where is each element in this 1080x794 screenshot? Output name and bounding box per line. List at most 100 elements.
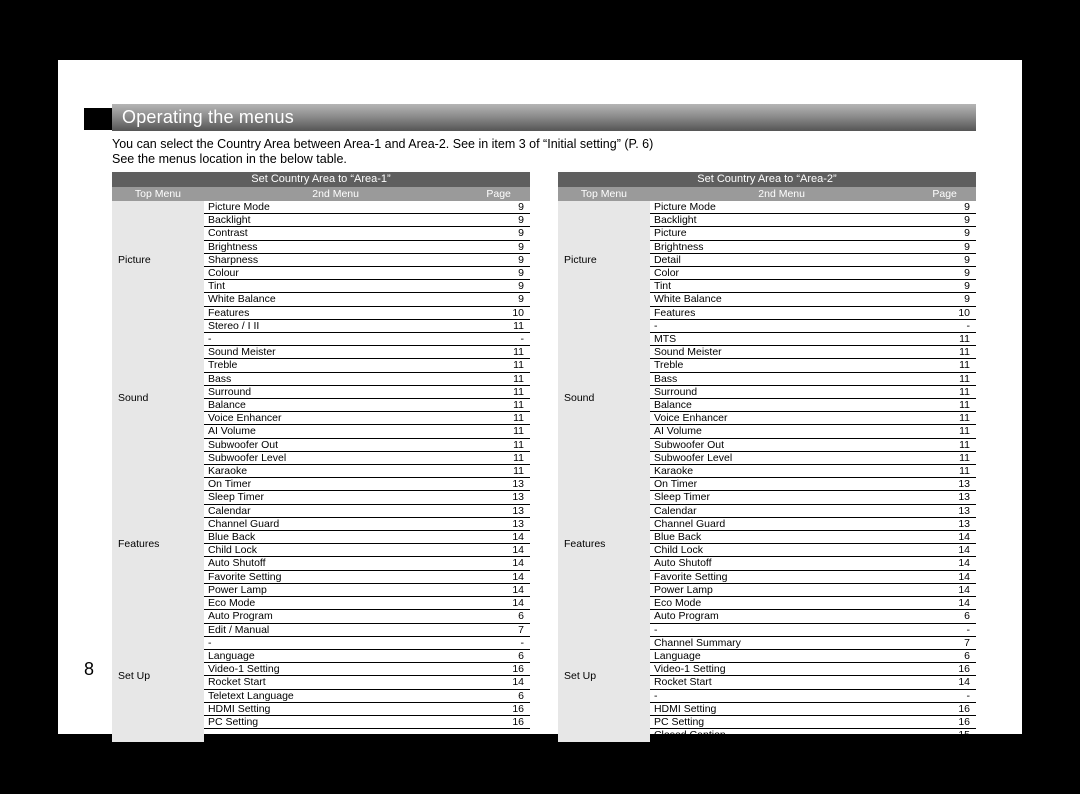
page-cell: 11 (467, 359, 530, 372)
page-cell: - (913, 623, 976, 636)
page-cell: 11 (467, 425, 530, 438)
col-header: Top Menu (112, 187, 204, 201)
side-tab (84, 108, 112, 130)
top-menu-cell: Features (558, 478, 650, 610)
second-menu-cell: Subwoofer Out (204, 438, 467, 451)
page-cell: 11 (467, 451, 530, 464)
page-cell: 14 (913, 544, 976, 557)
page-cell: 11 (467, 319, 530, 332)
page-cell: 13 (467, 504, 530, 517)
table-row: Set UpAuto Program6 (112, 610, 530, 623)
second-menu-cell: Backlight (650, 214, 913, 227)
second-menu-cell: Brightness (204, 240, 467, 253)
second-menu-cell: Picture Mode (204, 201, 467, 214)
second-menu-cell: Calendar (204, 504, 467, 517)
page-cell: - (467, 636, 530, 649)
page-cell: - (467, 729, 530, 742)
second-menu-cell: Subwoofer Out (650, 438, 913, 451)
table-row: PicturePicture Mode9 (558, 201, 976, 214)
page-cell: 7 (467, 623, 530, 636)
intro-line-2: See the menus location in the below tabl… (112, 152, 653, 167)
page-cell: 14 (913, 583, 976, 596)
second-menu-cell: Calendar (650, 504, 913, 517)
page-cell: 14 (467, 531, 530, 544)
section-heading: Operating the menus (112, 104, 976, 131)
col-header: Page (913, 187, 976, 201)
page-cell: 6 (913, 610, 976, 623)
second-menu-cell: Balance (650, 399, 913, 412)
second-menu-cell: Channel Guard (650, 517, 913, 530)
page-cell: 9 (913, 227, 976, 240)
menu-table-area-1: Set Country Area to “Area-1”Top Menu2nd … (112, 172, 530, 742)
second-menu-cell: Auto Shutoff (204, 557, 467, 570)
second-menu-cell: Treble (204, 359, 467, 372)
second-menu-cell: PC Setting (204, 715, 467, 728)
page-cell: 14 (467, 570, 530, 583)
second-menu-cell: Treble (650, 359, 913, 372)
page-cell: - (913, 319, 976, 332)
page-cell: 11 (913, 372, 976, 385)
second-menu-cell: Subwoofer Level (204, 451, 467, 464)
second-menu-cell: - (204, 333, 467, 346)
second-menu-cell: Power Lamp (650, 583, 913, 596)
second-menu-cell: Sound Meister (204, 346, 467, 359)
page-cell: 6 (467, 649, 530, 662)
page-cell: 11 (913, 385, 976, 398)
table-row: SoundStereo / I II11 (112, 319, 530, 332)
second-menu-cell: PC Setting (650, 715, 913, 728)
page-cell: 7 (913, 636, 976, 649)
page-cell: 11 (913, 412, 976, 425)
page-cell: 9 (913, 280, 976, 293)
top-menu-cell: Set Up (558, 610, 650, 742)
page-cell: 11 (467, 399, 530, 412)
second-menu-cell: Favorite Setting (204, 570, 467, 583)
second-menu-cell: Closed Caption (650, 729, 913, 742)
page-cell: 14 (913, 531, 976, 544)
page-cell: 14 (467, 583, 530, 596)
second-menu-cell: Edit / Manual (204, 623, 467, 636)
second-menu-cell: Rocket Start (650, 676, 913, 689)
page-cell: 14 (467, 676, 530, 689)
second-menu-cell: Eco Mode (204, 597, 467, 610)
page-cell: 16 (913, 663, 976, 676)
page-cell: 11 (913, 346, 976, 359)
second-menu-cell: Blue Back (650, 531, 913, 544)
area-title: Set Country Area to “Area-2” (558, 172, 976, 187)
second-menu-cell: Auto Program (650, 610, 913, 623)
second-menu-cell: Power Lamp (204, 583, 467, 596)
second-menu-cell: Colour (204, 267, 467, 280)
col-header: Page (467, 187, 530, 201)
page-cell: 11 (913, 465, 976, 478)
page-cell: 16 (467, 663, 530, 676)
second-menu-cell: Video-1 Setting (650, 663, 913, 676)
second-menu-cell: Rocket Start (204, 676, 467, 689)
second-menu-cell: - (650, 319, 913, 332)
page-cell: 10 (467, 306, 530, 319)
second-menu-cell: Tint (650, 280, 913, 293)
page-cell: 16 (913, 702, 976, 715)
second-menu-cell: Stereo / I II (204, 319, 467, 332)
page-cell: 11 (913, 425, 976, 438)
page-cell: 11 (467, 412, 530, 425)
page-cell: 14 (467, 557, 530, 570)
second-menu-cell: Language (650, 649, 913, 662)
page-cell: 9 (467, 201, 530, 214)
page-cell: 14 (913, 597, 976, 610)
second-menu-cell: Child Lock (204, 544, 467, 557)
table-row: FeaturesOn Timer13 (112, 478, 530, 491)
page-cell: 9 (913, 201, 976, 214)
page-cell: - (467, 333, 530, 346)
page-cell: 14 (913, 570, 976, 583)
page-cell: 11 (913, 438, 976, 451)
tables-container: Set Country Area to “Area-1”Top Menu2nd … (112, 172, 976, 742)
second-menu-cell: Surround (650, 385, 913, 398)
page-cell: 9 (467, 253, 530, 266)
page-background: Operating the menus You can select the C… (0, 0, 1080, 794)
page-cell: 9 (913, 267, 976, 280)
second-menu-cell: Features (204, 306, 467, 319)
page-cell: 14 (913, 557, 976, 570)
page-cell: 6 (913, 649, 976, 662)
page-cell: 16 (467, 702, 530, 715)
second-menu-cell: Picture Mode (650, 201, 913, 214)
second-menu-cell: Video-1 Setting (204, 663, 467, 676)
